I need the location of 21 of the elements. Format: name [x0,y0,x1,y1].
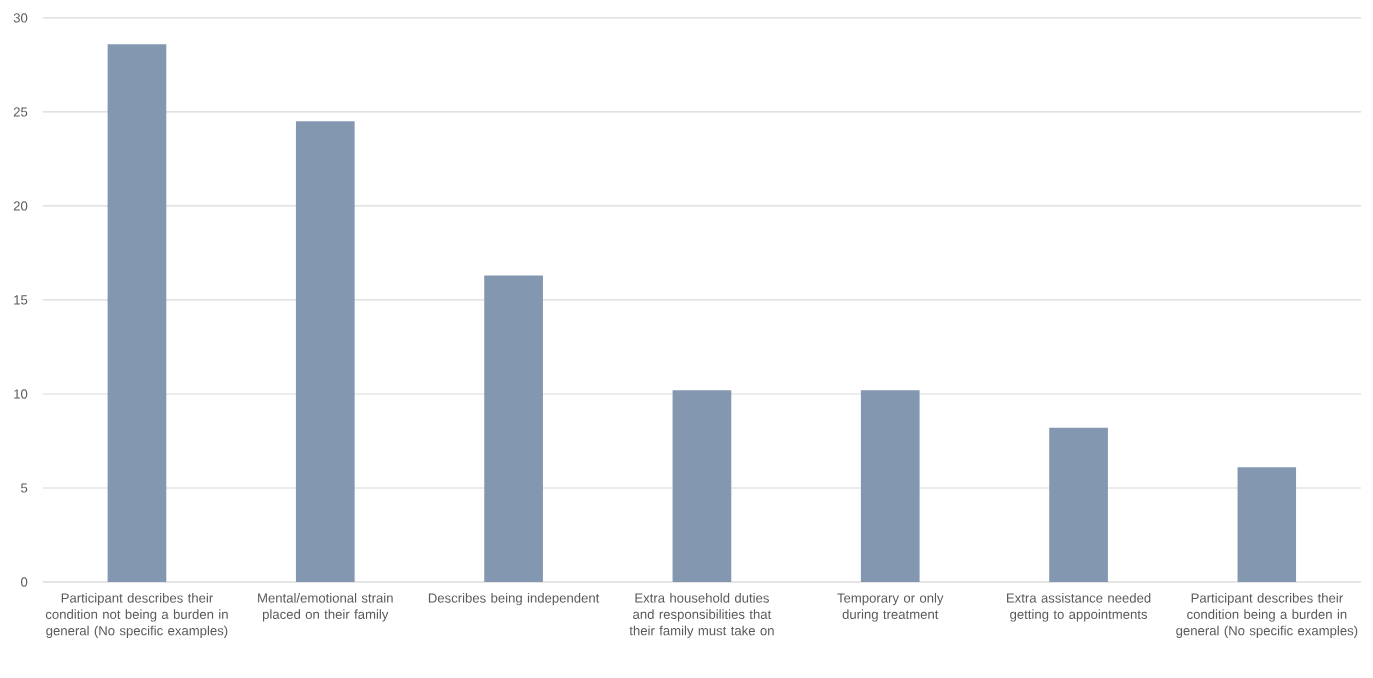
x-tick-label: Participant describes their condition not being a burden in general (No specific examples) [45,593,228,639]
x-tick-label: Extra household duties and responsibilities that their family must take on [629,593,774,639]
y-tick-label: 20 [13,201,28,211]
y-tick-label: 30 [13,13,28,23]
x-tick-label: Extra assistance needed getting to appointments [1007,593,1151,622]
bar [860,390,920,583]
x-tick-label: Describes being independent [428,593,600,606]
y-tick-label: 5 [21,483,28,493]
bar [672,390,732,583]
y-tick-label: 10 [14,389,28,399]
bar [1237,467,1297,583]
bar [107,44,167,583]
bar [1049,428,1108,583]
x-tick-label: Temporary or only during treatment [837,593,944,622]
x-tick-label: Mental/emotional strain placed on their family [258,593,393,622]
y-tick-label: 0 [21,577,28,587]
y-tick-label: 25 [13,107,28,117]
bar [295,121,355,583]
y-tick-label: 15 [14,295,28,305]
x-tick-label: Participant describes their condition being a burden in general (No specific examples) [1176,593,1358,639]
bar [484,275,543,583]
